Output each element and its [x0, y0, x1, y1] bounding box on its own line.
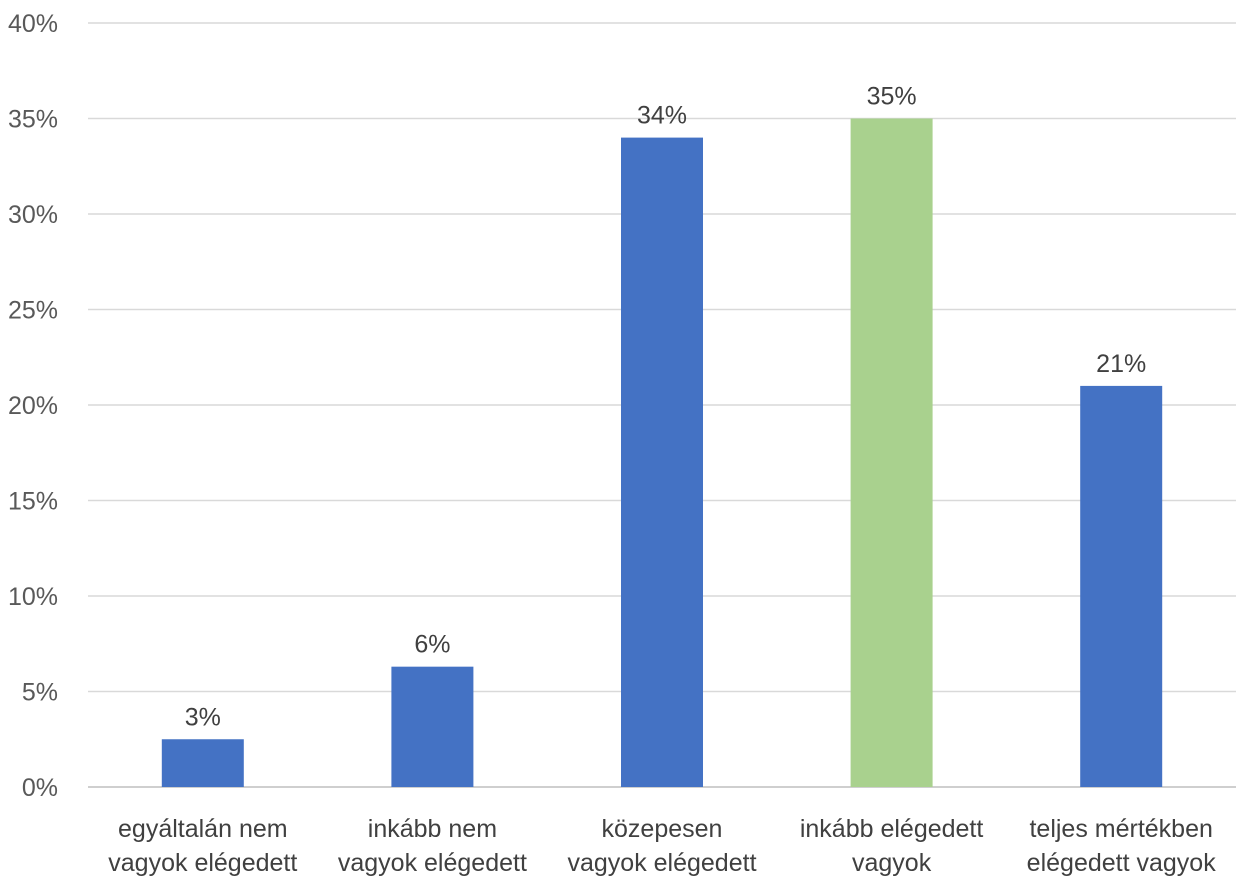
y-tick-label: 25%: [8, 297, 58, 325]
bars: [161, 118, 1163, 788]
category-label: vagyok elégedett: [108, 849, 297, 877]
data-label: 34%: [637, 102, 687, 130]
category-label: vagyok elégedett: [567, 849, 756, 877]
y-tick-label: 20%: [8, 392, 58, 420]
bar-2: [621, 137, 703, 788]
data-label: 3%: [185, 703, 221, 731]
y-tick-label: 15%: [8, 488, 58, 516]
y-tick-label: 5%: [22, 679, 58, 707]
category-label: közepesen: [602, 815, 723, 843]
bar-4: [1080, 385, 1163, 787]
y-tick-label: 40%: [8, 10, 58, 38]
y-tick-label: 35%: [8, 106, 58, 134]
data-label: 21%: [1096, 350, 1146, 378]
category-label: egyáltalán nem: [118, 815, 288, 843]
category-label: inkább nem: [368, 815, 497, 843]
category-label: teljes mértékben: [1029, 815, 1212, 843]
x-axis-categories: egyáltalán nem vagyok elégedett inkább nem…: [108, 815, 1216, 877]
bar-1: [391, 666, 474, 787]
data-label: 35%: [867, 83, 917, 111]
category-label: elégedett vagyok: [1027, 849, 1217, 877]
category-label: vagyok elégedett: [338, 849, 527, 877]
category-label: vagyok: [852, 849, 932, 877]
y-tick-label: 10%: [8, 583, 58, 611]
data-label: 6%: [414, 631, 450, 659]
y-axis-ticks: 0% 5% 10% 15% 20% 25% 30% 35% 40%: [8, 10, 58, 802]
data-labels: 3% 6% 34% 35% 21%: [185, 83, 1146, 732]
y-tick-label: 30%: [8, 201, 58, 229]
bar-3: [850, 118, 933, 787]
category-label: inkább elégedett: [800, 815, 984, 843]
bar-0: [161, 739, 244, 787]
y-tick-label: 0%: [22, 774, 58, 802]
